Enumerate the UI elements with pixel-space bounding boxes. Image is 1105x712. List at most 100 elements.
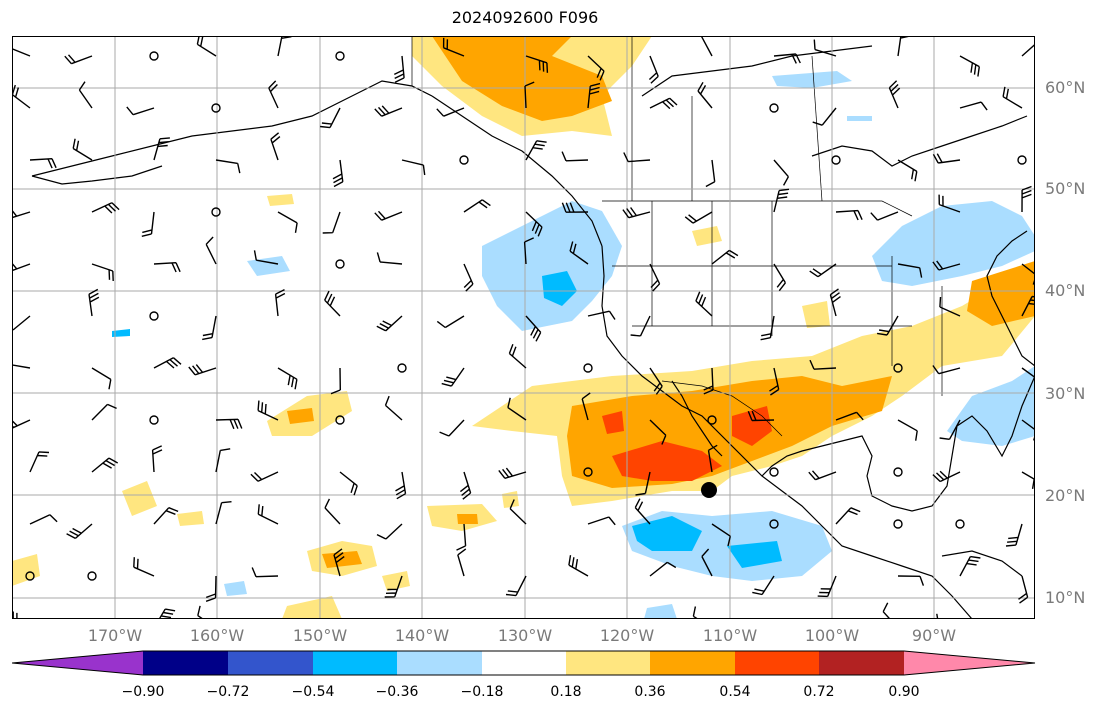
colorbar bbox=[12, 650, 1036, 676]
wind-barb bbox=[457, 548, 467, 577]
wind-barb bbox=[817, 575, 837, 598]
wind-barb bbox=[376, 252, 403, 265]
wind-barb bbox=[773, 53, 801, 64]
wind-barb bbox=[711, 523, 731, 547]
coast-cuba bbox=[941, 550, 1023, 577]
wind-barb bbox=[215, 418, 243, 430]
calm-circle bbox=[893, 519, 903, 529]
positive-blob-7 bbox=[382, 571, 410, 591]
calm-circle bbox=[893, 363, 903, 373]
wind-barb bbox=[932, 365, 961, 375]
wind-barb bbox=[524, 81, 535, 109]
map-title: 2024092600 F096 bbox=[451, 8, 599, 27]
wind-barb bbox=[205, 236, 217, 265]
lat-label-60: 60°N bbox=[1045, 78, 1086, 97]
wind-barb bbox=[773, 188, 790, 213]
wind-barb bbox=[700, 36, 713, 57]
wind-barb bbox=[215, 448, 231, 473]
wind-barb bbox=[66, 523, 93, 540]
wind-barb bbox=[569, 241, 589, 265]
wind-barb bbox=[126, 106, 155, 116]
wind-barb bbox=[29, 158, 57, 169]
coast-aleutians bbox=[31, 165, 163, 185]
wind-barb bbox=[523, 237, 534, 265]
wind-barb bbox=[91, 202, 120, 214]
wind-barb bbox=[153, 137, 170, 161]
wind-barb bbox=[330, 367, 341, 395]
colorbar-segment bbox=[735, 651, 819, 675]
wind-barb bbox=[72, 138, 93, 161]
wind-barb bbox=[695, 291, 713, 317]
colorbar-label-0: −0.90 bbox=[121, 684, 165, 700]
colorbar-segment bbox=[650, 651, 735, 675]
lon-label-150: 150°W bbox=[292, 626, 348, 645]
wind-barb bbox=[525, 315, 542, 342]
wind-barb bbox=[939, 296, 961, 317]
wind-barb bbox=[876, 315, 899, 336]
wind-barb bbox=[395, 471, 407, 500]
positive-strong-mexico bbox=[612, 441, 722, 481]
calm-circle bbox=[769, 519, 779, 529]
wind-barb bbox=[322, 211, 341, 234]
wind-barb bbox=[939, 419, 961, 440]
wind-barb bbox=[436, 315, 465, 329]
wind-barb bbox=[374, 105, 403, 117]
colorbar-segment bbox=[819, 651, 904, 675]
wind-barb bbox=[808, 470, 837, 481]
colorbar-label-8: 0.72 bbox=[803, 684, 835, 700]
colorbar-segment bbox=[228, 651, 313, 675]
wind-barb bbox=[12, 209, 31, 219]
wind-barb bbox=[205, 575, 217, 602]
positive-blob-9 bbox=[692, 226, 722, 246]
lon-label-130: 130°W bbox=[497, 626, 553, 645]
positive-blob-8 bbox=[267, 194, 294, 206]
wind-barb bbox=[376, 523, 403, 540]
lon-label-100: 100°W bbox=[804, 626, 860, 645]
wind-barb bbox=[320, 107, 341, 129]
negative-core-epac bbox=[632, 516, 702, 551]
border-alaska-canada bbox=[411, 36, 433, 97]
calm-circle bbox=[149, 311, 159, 321]
wind-barb bbox=[215, 501, 232, 525]
lon-label-120: 120°W bbox=[599, 626, 655, 645]
coast-alaska bbox=[31, 80, 433, 177]
wind-barb bbox=[29, 514, 58, 525]
wind-barb bbox=[882, 602, 891, 619]
positive-blob-12 bbox=[502, 491, 519, 508]
wind-barb bbox=[752, 575, 775, 596]
calm-circle bbox=[149, 51, 159, 61]
wind-barb bbox=[505, 575, 527, 597]
positive-blob-2-core bbox=[322, 551, 362, 568]
colorbar-extend-low bbox=[12, 651, 143, 675]
wind-barb bbox=[649, 263, 661, 292]
wind-barb bbox=[251, 567, 279, 578]
colorbar-label-5: 0.18 bbox=[550, 684, 582, 700]
wind-barb bbox=[333, 548, 345, 577]
wind-barb bbox=[12, 360, 31, 369]
wind-barb bbox=[439, 419, 465, 437]
wind-barb bbox=[587, 55, 605, 81]
wind-barb bbox=[401, 159, 426, 176]
calm-circle bbox=[583, 363, 593, 373]
wind-barb bbox=[29, 451, 50, 473]
wind-barb bbox=[253, 250, 279, 265]
colorbar-label-7: 0.54 bbox=[719, 684, 751, 700]
wind-barb bbox=[809, 263, 837, 278]
wind-barb bbox=[701, 548, 713, 577]
positive-strong-west bbox=[602, 411, 624, 434]
calm-circle bbox=[893, 467, 903, 477]
wind-barb bbox=[959, 555, 981, 577]
wind-barb bbox=[697, 81, 713, 109]
wind-barb bbox=[773, 263, 786, 292]
wind-barb bbox=[684, 211, 713, 224]
wind-barb bbox=[268, 80, 279, 109]
negative-region-se bbox=[947, 366, 1035, 446]
calm-circle bbox=[335, 415, 345, 425]
anomaly-shading bbox=[12, 36, 1035, 619]
wind-barb bbox=[153, 507, 179, 525]
coast-uswest bbox=[601, 245, 973, 619]
wind-barb bbox=[507, 397, 527, 421]
wind-barb bbox=[1021, 295, 1035, 317]
lat-label-30: 30°N bbox=[1045, 384, 1086, 403]
wind-barb bbox=[897, 159, 918, 182]
